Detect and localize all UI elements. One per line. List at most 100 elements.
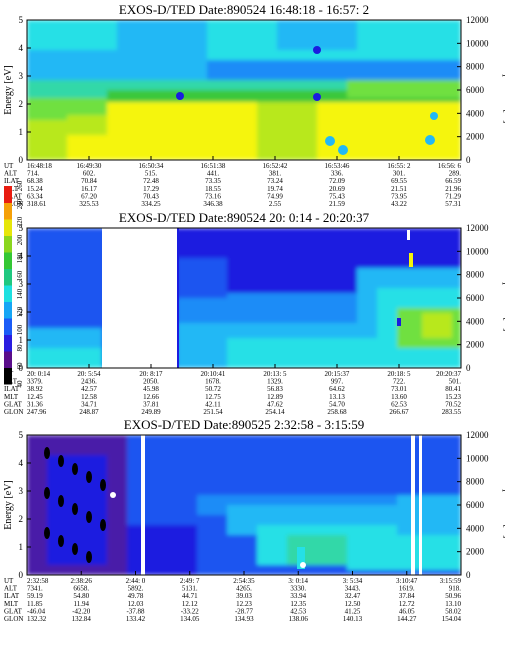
spectrogram-soft-layer: [27, 435, 461, 575]
table-cell: 20: 5:54: [77, 370, 101, 378]
y2-tick-label: 2000: [466, 547, 485, 557]
y-tick-label: 0: [19, 570, 24, 580]
dot-cluster: [44, 447, 50, 459]
panel-title: EXOS-D/TED Date:890525 2:32:58 - 3:15:59: [124, 417, 364, 432]
blob: [313, 93, 321, 101]
table-row-label: GLON: [4, 200, 23, 208]
table-row-label: UT: [4, 162, 14, 170]
dot-cluster: [86, 551, 92, 563]
color-cell: [397, 495, 461, 535]
panel-title: EXOS-D/TED Date:890524 20: 0:14 - 20:20:…: [119, 210, 370, 225]
table-cell: 37.81: [143, 400, 159, 408]
spectrogram-sharp-layer: [102, 228, 413, 368]
table-cell: 72.48: [143, 177, 159, 185]
table-cell: 16:51:38: [201, 162, 226, 170]
dot-cluster: [86, 511, 92, 523]
table-cell: 515.: [145, 170, 158, 178]
color-cell: [277, 228, 461, 258]
table-cell: 33.94: [290, 592, 306, 600]
table-cell: 58.02: [445, 607, 461, 615]
table-cell: 12.45: [27, 393, 43, 401]
table-cell: 20:13: 5: [263, 370, 287, 378]
table-cell: 43.22: [391, 200, 407, 208]
table-cell: 16:55: 2: [387, 162, 411, 170]
table-cell: 334.25: [141, 200, 161, 208]
table-cell: 12.23: [236, 600, 252, 608]
table-cell: 68.38: [27, 177, 43, 185]
y-tick-label: 4: [19, 43, 24, 53]
y-tick-label: 2: [19, 99, 24, 109]
color-cell: [27, 120, 67, 160]
y2-tick-label: 2000: [466, 132, 485, 142]
table-cell: 381.: [269, 170, 282, 178]
table-cell: 3:15:59: [440, 577, 462, 585]
table-cell: 247.96: [27, 408, 47, 416]
table-cell: 57.31: [445, 200, 461, 208]
y2-tick-label: 6000: [466, 293, 485, 303]
colorbar-tick-label: 240: [16, 198, 24, 209]
colorbar-tick-label: 180: [16, 252, 24, 263]
table-row-label: ILAT: [4, 592, 20, 600]
colorbar-tick-label: 40: [16, 380, 24, 388]
table-cell: 1619.: [399, 585, 415, 593]
y-tick-label: 5: [19, 223, 24, 233]
table-cell: 13.10: [445, 600, 461, 608]
dot-cluster: [44, 487, 50, 499]
dot-cluster: [72, 543, 78, 555]
y2-tick-label: 12000: [466, 15, 489, 25]
color-cell: [347, 530, 461, 570]
table-cell: 318.61: [27, 200, 47, 208]
y2-tick-label: 0: [466, 155, 471, 165]
blob: [430, 112, 438, 120]
panel-3: 0 1 2 3 4 5 0 2000 4000 6000 8000 10000 12000 EXOS-D/…: [3, 417, 505, 623]
colorbar-swatch: [4, 252, 12, 269]
colorbar-tick-label: 60: [16, 362, 24, 370]
y-tick-label: 0: [19, 363, 24, 373]
colorbar-swatch: [4, 351, 12, 368]
table-cell: 32.47: [345, 592, 361, 600]
edge: [177, 228, 179, 368]
table-cell: 289.: [449, 170, 462, 178]
table-cell: 20: 0:14: [27, 370, 51, 378]
table-cell: 140.13: [343, 615, 363, 623]
colorbar-tick-label: 80: [16, 344, 24, 352]
table-cell: 12.75: [205, 393, 221, 401]
table-cell: 2436.: [81, 378, 97, 386]
y2-tick-label: 4000: [466, 316, 485, 326]
table-cell: 12.58: [81, 393, 97, 401]
table-cell: -28.77: [235, 607, 254, 615]
table-cell: 64.62: [329, 385, 345, 393]
table-cell: 11.85: [27, 600, 43, 608]
table-cell: 67.20: [81, 192, 97, 200]
table-cell: 37.84: [399, 592, 415, 600]
y-tick-label: 4: [19, 458, 24, 468]
dot-cluster: [58, 535, 64, 547]
y-tick-label: 2: [19, 514, 24, 524]
y-tick-label: 1: [19, 335, 24, 345]
table-cell: 54.80: [73, 592, 89, 600]
table-cell: 16.17: [81, 185, 97, 193]
y2-tick-label: 10000: [466, 453, 489, 463]
spectrogram-soft-layer: [27, 228, 461, 368]
table-cell: 62.53: [391, 400, 407, 408]
table-cell: 16:53:46: [325, 162, 350, 170]
data-gap: [411, 435, 415, 575]
blob: [425, 135, 435, 145]
table-cell: 20:10:41: [201, 370, 226, 378]
table-cell: 31.36: [27, 400, 43, 408]
table-row-label: GLON: [4, 615, 23, 623]
table-cell: 42.11: [205, 400, 221, 408]
table-cell: 39.03: [236, 592, 252, 600]
dot-cluster: [100, 479, 106, 491]
color-cell: [257, 102, 317, 160]
table-cell: 12.66: [143, 393, 159, 401]
table-cell: 138.06: [289, 615, 309, 623]
dot-cluster: [100, 519, 106, 531]
table-row-label: ALT: [4, 170, 18, 178]
data-gap: [419, 435, 422, 575]
table-cell: 2:32:58: [27, 577, 49, 585]
table-cell: 49.78: [128, 592, 144, 600]
table-cell: 283.55: [442, 408, 462, 416]
table-cell: 132.32: [27, 615, 47, 623]
y-tick-label: 2: [19, 307, 24, 317]
